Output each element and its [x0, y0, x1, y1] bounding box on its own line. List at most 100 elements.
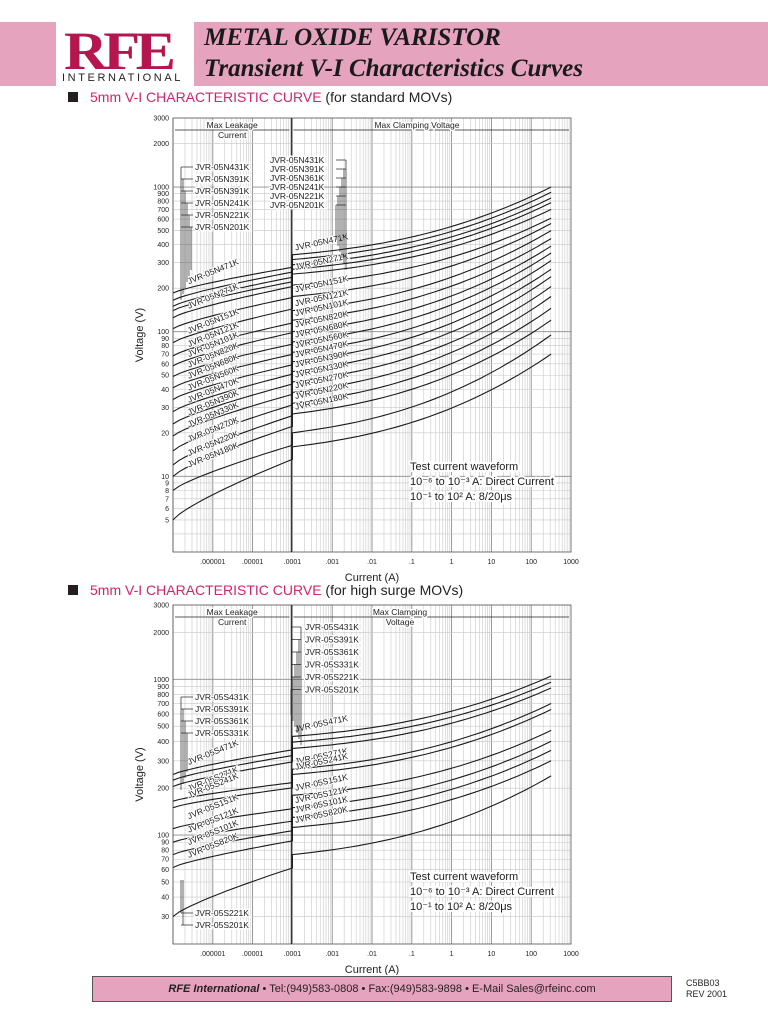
y-tick-label: 500: [157, 724, 169, 731]
leakage-series-label: JVR-05N391K: [195, 186, 250, 196]
clamping-series-label: JVR-05N391K: [270, 164, 325, 174]
document-code: C5BB03 REV 2001: [686, 978, 727, 1000]
section-heading-rest: (for standard MOVs): [321, 89, 453, 105]
series-line-jvr-05n101k: [172, 238, 552, 367]
x-tick-label: .001: [325, 559, 339, 566]
clamping-series-label: JVR-05S391K: [305, 635, 359, 645]
series-line-jvr-05n151k: [172, 223, 552, 344]
series-line-jvr-05s820k: [172, 760, 552, 869]
series-line-jvr-05n390k: [172, 276, 552, 425]
series-line-jvr-05s391k: [172, 687, 552, 788]
y-tick-label: 2000: [153, 630, 169, 637]
series-line-jvr-05n271k: [172, 208, 552, 319]
y-tick-label: 5: [165, 517, 169, 524]
y-tick-label: 600: [157, 217, 169, 224]
y-tick-label: 6: [165, 506, 169, 513]
logo-subtext: INTERNATIONAL: [62, 72, 183, 84]
plot-frame: [172, 117, 572, 553]
y-tick-label: 3000: [153, 116, 169, 123]
y-tick-label: 700: [157, 701, 169, 708]
y-tick-label: 90: [161, 336, 169, 343]
series-line-jvr-05s271k: [172, 703, 552, 802]
x-tick-label: .001: [325, 951, 339, 958]
series-line-jvr-05n121k: [172, 230, 552, 357]
y-tick-label: 3000: [153, 603, 169, 610]
series-line-jvr-05n220k: [172, 307, 552, 466]
series-line-5v-curve: [172, 334, 552, 491]
leakage-series-label: JVR-05S361K: [195, 716, 249, 726]
bullet-square-icon: [68, 585, 78, 595]
leakage-series-label: JVR-05N391K: [195, 174, 250, 184]
y-tick-label: 200: [157, 786, 169, 793]
clamping-series-label: JVR-05N201K: [270, 200, 325, 210]
y-tick-label: 700: [157, 207, 169, 214]
y-tick-label: 200: [157, 286, 169, 293]
x-tick-label: 100: [525, 951, 537, 958]
y-axis-title: Voltage (V): [134, 747, 146, 801]
leakage-series-label: JVR-05N241K: [195, 198, 250, 208]
test-waveform-note: 10⁻⁶ to 10⁻³ A: Direct Current: [410, 886, 554, 898]
series-label-right: JVR-05S471K: [294, 713, 349, 734]
x-tick-label: .000001: [200, 559, 225, 566]
section-heading-rest: (for high surge MOVs): [321, 582, 464, 598]
y-axis-title: Voltage (V): [134, 308, 146, 362]
x-tick-label: 1000: [563, 559, 579, 566]
leakage-series-label: JVR-05S221K: [195, 908, 249, 918]
y-tick-label: 400: [157, 739, 169, 746]
y-tick-label: 1000: [153, 677, 169, 684]
section-heading-high-surge: 5mm V-I CHARACTERISTIC CURVE (for high s…: [68, 582, 463, 598]
section-heading-standard: 5mm V-I CHARACTERISTIC CURVE (for standa…: [68, 89, 452, 105]
clamping-series-label: JVR-05S431K: [305, 622, 359, 632]
x-axis-title: Current (A): [345, 964, 399, 975]
test-waveform-note: 10⁻⁶ to 10⁻³ A: Direct Current: [410, 476, 554, 488]
footer-contact-text: • Tel:(949)583-0808 • Fax:(949)583-9898 …: [259, 983, 596, 995]
doc-code-id: C5BB03: [686, 978, 720, 988]
x-tick-label: 1000: [563, 951, 579, 958]
y-tick-label: 1000: [153, 185, 169, 192]
series-line-jvr-05s241k: [172, 709, 552, 809]
y-tick-label: 600: [157, 711, 169, 718]
series-line-jvr-05n180k: [172, 319, 552, 477]
clamping-series-label: JVR-05N431K: [270, 155, 325, 165]
doc-revision: REV 2001: [686, 989, 728, 999]
test-waveform-note: 10⁻¹ to 10² A: 8/20μs: [410, 901, 513, 913]
clamping-series-label: JVR-05N221K: [270, 191, 325, 201]
leakage-region-label: Current: [218, 617, 247, 627]
x-tick-label: .0001: [284, 559, 302, 566]
y-tick-label: 30: [161, 914, 169, 921]
y-tick-label: 800: [157, 199, 169, 206]
leakage-series-label: JVR-05N221K: [195, 210, 250, 220]
series-line-jvr-05s151k: [172, 729, 552, 830]
x-tick-label: 100: [525, 559, 537, 566]
leakage-region-label: Max Leakage: [207, 607, 258, 617]
clamping-series-label: JVR-05S221K: [305, 672, 359, 682]
series-line-base-curve: [172, 775, 552, 918]
y-tick-label: 70: [161, 352, 169, 359]
series-line-jvr-05n471k: [172, 186, 552, 294]
clamping-series-label: JVR-05N361K: [270, 173, 325, 183]
x-tick-label: 10: [488, 951, 496, 958]
test-waveform-note: Test current waveform: [410, 461, 518, 473]
y-tick-label: 9: [165, 480, 169, 487]
footer-contact: RFE International • Tel:(949)583-0808 • …: [92, 976, 672, 1002]
series-line-jvr-05s101k: [172, 749, 552, 856]
clamping-region-label: Max Clamping: [373, 607, 428, 617]
y-tick-label: 70: [161, 857, 169, 864]
leakage-series-label: JVR-05N201K: [195, 222, 250, 232]
x-tick-label: .00001: [242, 559, 264, 566]
x-tick-label: .1: [409, 951, 415, 958]
leakage-series-label: JVR-05S431K: [195, 692, 249, 702]
series-line-jvr-05n431k: [172, 191, 552, 301]
y-tick-label: 10: [161, 474, 169, 481]
y-tick-label: 100: [157, 329, 169, 336]
y-tick-label: 50: [161, 880, 169, 887]
x-tick-label: .01: [367, 559, 377, 566]
test-waveform-note: 10⁻¹ to 10² A: 8/20μs: [410, 491, 513, 503]
clamping-region-label: Max Clamping Voltage: [374, 120, 459, 130]
page-subtitle: Transient V-I Characteristics Curves: [204, 55, 583, 82]
y-tick-label: 60: [161, 361, 169, 368]
y-tick-label: 500: [157, 228, 169, 235]
series-line-jvr-05n680k: [172, 252, 552, 389]
y-tick-label: 900: [157, 191, 169, 198]
